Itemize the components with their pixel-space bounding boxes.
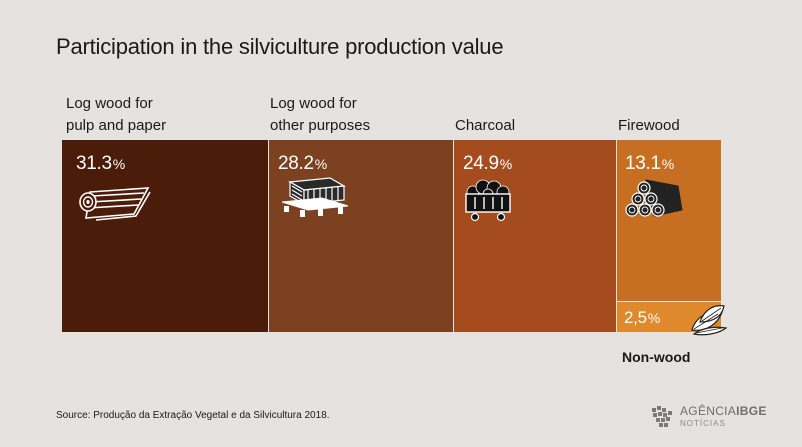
label-log-other: Log wood for other purposes <box>270 93 370 137</box>
ibge-map-icon <box>652 406 672 427</box>
value-number: 2,5 <box>624 308 647 327</box>
label-line: Log wood for <box>66 95 153 112</box>
label-firewood: Firewood <box>618 115 680 137</box>
block-firewood <box>617 140 721 301</box>
block-log-pulp <box>62 140 268 332</box>
label-line: Log wood for <box>270 95 357 112</box>
logo-text-b: IBGE <box>736 404 767 418</box>
value-number: 28.2 <box>278 153 314 174</box>
value-number: 24.9 <box>463 153 499 174</box>
block-log-other <box>269 140 453 332</box>
logo-text-a: AGÊNCIA <box>680 404 737 418</box>
value-log-pulp: 31.3% <box>76 153 125 175</box>
log-pile-icon <box>625 179 683 217</box>
paper-roll-icon <box>79 187 151 221</box>
value-unit: % <box>112 156 125 172</box>
label-line: Firewood <box>618 117 680 134</box>
value-number: 13.1 <box>625 153 661 174</box>
leaves-icon <box>691 305 728 336</box>
value-nonwood: 2,5% <box>624 308 660 328</box>
logo-text: AGÊNCIAIBGE <box>680 404 767 418</box>
chart-title: Participation in the silviculture produc… <box>56 34 504 59</box>
label-line: other purposes <box>270 117 371 134</box>
logo-subtext: NOTÍCIAS <box>680 419 726 428</box>
label-log-pulp: Log wood for pulp and paper <box>66 93 166 137</box>
label-line: Non-wood <box>622 349 691 365</box>
value-unit: % <box>661 156 674 172</box>
label-line: Charcoal <box>455 117 516 134</box>
value-unit: % <box>647 310 660 326</box>
label-nonwood: Non-wood <box>622 346 690 368</box>
block-charcoal <box>454 140 616 332</box>
value-number: 31.3 <box>76 153 112 174</box>
source-note: Source: Produção da Extração Vegetal e d… <box>56 410 330 421</box>
value-charcoal: 24.9% <box>463 153 512 175</box>
label-line: pulp and paper <box>66 117 167 134</box>
value-log-other: 28.2% <box>278 153 327 175</box>
value-unit: % <box>314 156 327 172</box>
lumber-pallet-icon <box>281 177 349 217</box>
value-firewood: 13.1% <box>625 153 674 175</box>
label-charcoal: Charcoal <box>455 115 515 137</box>
coal-cart-icon <box>465 179 511 222</box>
agencia-ibge-logo: AGÊNCIAIBGE NOTÍCIAS <box>650 402 790 434</box>
value-unit: % <box>499 156 512 172</box>
